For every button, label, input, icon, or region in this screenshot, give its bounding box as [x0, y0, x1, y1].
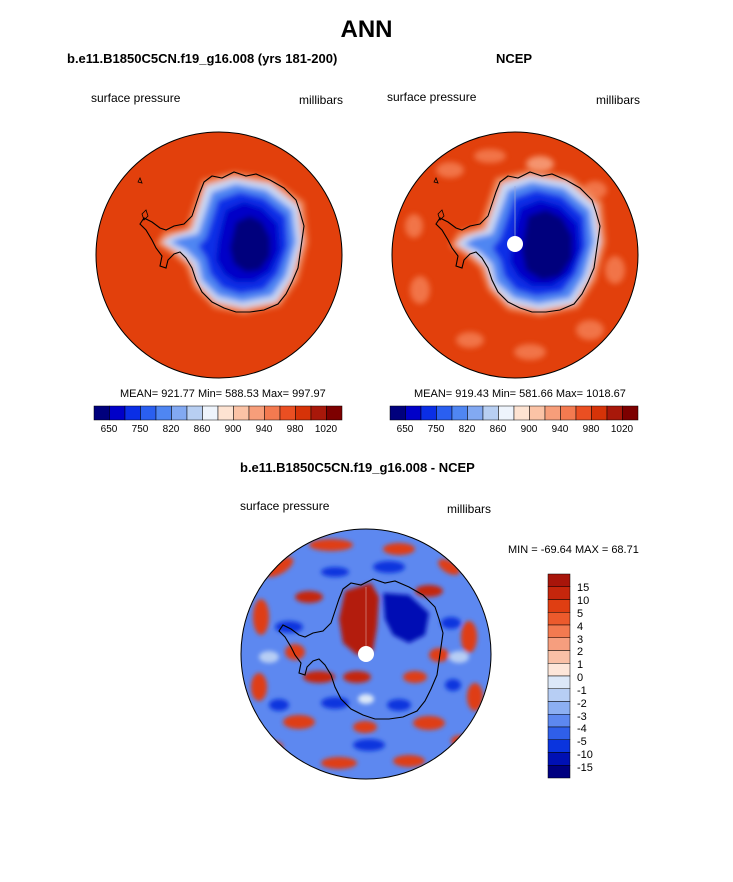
colorbar-swatch — [513, 405, 530, 421]
colorbar-swatch — [420, 405, 437, 421]
colorbar-swatch — [547, 650, 571, 664]
colorbar-swatch — [547, 637, 571, 651]
obs-variable-label: surface pressure — [387, 90, 477, 104]
model-units-label: millibars — [299, 93, 344, 107]
colorbar-swatch — [547, 688, 571, 702]
page-title: ANN — [340, 16, 393, 43]
colorbar-tick-label: 4 — [577, 621, 584, 633]
obs-colorbar — [389, 405, 639, 421]
colorbar-tick-label: -10 — [577, 749, 593, 761]
colorbar-swatch — [109, 405, 126, 421]
colorbar-tick-label: -3 — [577, 711, 587, 723]
colorbar-swatch — [155, 405, 172, 421]
colorbar-tick-label: 650 — [100, 424, 118, 435]
colorbar-swatch — [547, 612, 571, 626]
diff-colorbar — [547, 573, 571, 779]
colorbar-tick-label: 10 — [577, 595, 590, 607]
colorbar-swatch — [547, 586, 571, 600]
colorbar-swatch — [547, 701, 571, 715]
obs-stats: MEAN= 919.43 Min= 581.66 Max= 1018.67 — [414, 388, 626, 400]
colorbar-tick-label: 860 — [193, 424, 211, 435]
diff-units-label: millibars — [447, 502, 492, 516]
colorbar-swatch — [547, 739, 571, 753]
colorbar-swatch — [202, 405, 219, 421]
colorbar-tick-label: 980 — [582, 424, 600, 435]
model-surface-pressure-map — [95, 131, 343, 379]
colorbar-tick-label: 750 — [131, 424, 149, 435]
colorbar-tick-label: 900 — [520, 424, 538, 435]
colorbar-tick-label: 1 — [577, 659, 584, 671]
colorbar-tick-label: 980 — [286, 424, 304, 435]
colorbar-tick-label: 1020 — [314, 424, 338, 435]
colorbar-tick-label: 0 — [577, 672, 584, 684]
obs-units-label: millibars — [596, 93, 641, 107]
colorbar-tick-label: -5 — [577, 736, 587, 748]
colorbar-swatch — [264, 405, 281, 421]
colorbar-swatch — [591, 405, 608, 421]
colorbar-swatch — [547, 663, 571, 677]
model-variable-label: surface pressure — [91, 91, 181, 105]
colorbar-swatch — [547, 752, 571, 766]
colorbar-tick-label: 820 — [162, 424, 180, 435]
ncep-surface-pressure-map — [391, 131, 639, 379]
colorbar-tick-label: 2 — [577, 646, 584, 658]
colorbar-swatch — [606, 405, 623, 421]
colorbar-tick-label: -2 — [577, 698, 587, 710]
difference-map — [240, 528, 492, 780]
colorbar-tick-label: 1020 — [610, 424, 634, 435]
colorbar-swatch — [547, 714, 571, 728]
colorbar-swatch — [405, 405, 422, 421]
colorbar-swatch — [547, 624, 571, 638]
diff-case-title: b.e11.B1850C5CN.f19_g16.008 - NCEP — [240, 460, 475, 475]
colorbar-swatch — [171, 405, 188, 421]
colorbar-swatch — [295, 405, 312, 421]
colorbar-tick-label: 940 — [255, 424, 273, 435]
colorbar-tick-label: -1 — [577, 685, 587, 697]
colorbar-swatch — [124, 405, 141, 421]
colorbar-tick-label: 15 — [577, 582, 590, 594]
colorbar-tick-label: 3 — [577, 634, 584, 646]
colorbar-swatch — [547, 599, 571, 613]
colorbar-tick-label: 940 — [551, 424, 569, 435]
colorbar-swatch — [140, 405, 157, 421]
colorbar-swatch — [217, 405, 234, 421]
colorbar-swatch — [451, 405, 468, 421]
colorbar-swatch — [482, 405, 499, 421]
colorbar-swatch — [498, 405, 515, 421]
colorbar-tick-label: -4 — [577, 723, 587, 735]
diff-min-max: MIN = -69.64 MAX = 68.71 — [508, 544, 639, 556]
colorbar-swatch — [436, 405, 453, 421]
colorbar-swatch — [529, 405, 546, 421]
colorbar-swatch — [544, 405, 561, 421]
colorbar-tick-label: 5 — [577, 608, 584, 620]
colorbar-swatch — [547, 573, 571, 587]
colorbar-swatch — [575, 405, 592, 421]
model-case-title: b.e11.B1850C5CN.f19_g16.008 (yrs 181-200… — [67, 51, 338, 66]
colorbar-swatch — [622, 405, 639, 421]
model-stats: MEAN= 921.77 Min= 588.53 Max= 997.97 — [120, 388, 326, 400]
colorbar-tick-label: 900 — [224, 424, 242, 435]
colorbar-swatch — [279, 405, 296, 421]
obs-case-title: NCEP — [495, 51, 533, 66]
colorbar-tick-label: 820 — [458, 424, 476, 435]
colorbar-tick-label: 860 — [489, 424, 507, 435]
colorbar-swatch — [248, 405, 265, 421]
colorbar-swatch — [547, 675, 571, 689]
colorbar-tick-label: 750 — [427, 424, 445, 435]
colorbar-swatch — [310, 405, 327, 421]
colorbar-tick-label: -15 — [577, 762, 593, 774]
colorbar-swatch — [186, 405, 203, 421]
colorbar-swatch — [389, 405, 406, 421]
diff-variable-label: surface pressure — [240, 499, 330, 513]
colorbar-swatch — [560, 405, 577, 421]
model-colorbar — [93, 405, 343, 421]
colorbar-swatch — [326, 405, 343, 421]
colorbar-swatch — [467, 405, 484, 421]
colorbar-tick-label: 650 — [396, 424, 414, 435]
colorbar-swatch — [547, 765, 571, 779]
colorbar-swatch — [233, 405, 250, 421]
colorbar-swatch — [547, 726, 571, 740]
colorbar-swatch — [93, 405, 110, 421]
